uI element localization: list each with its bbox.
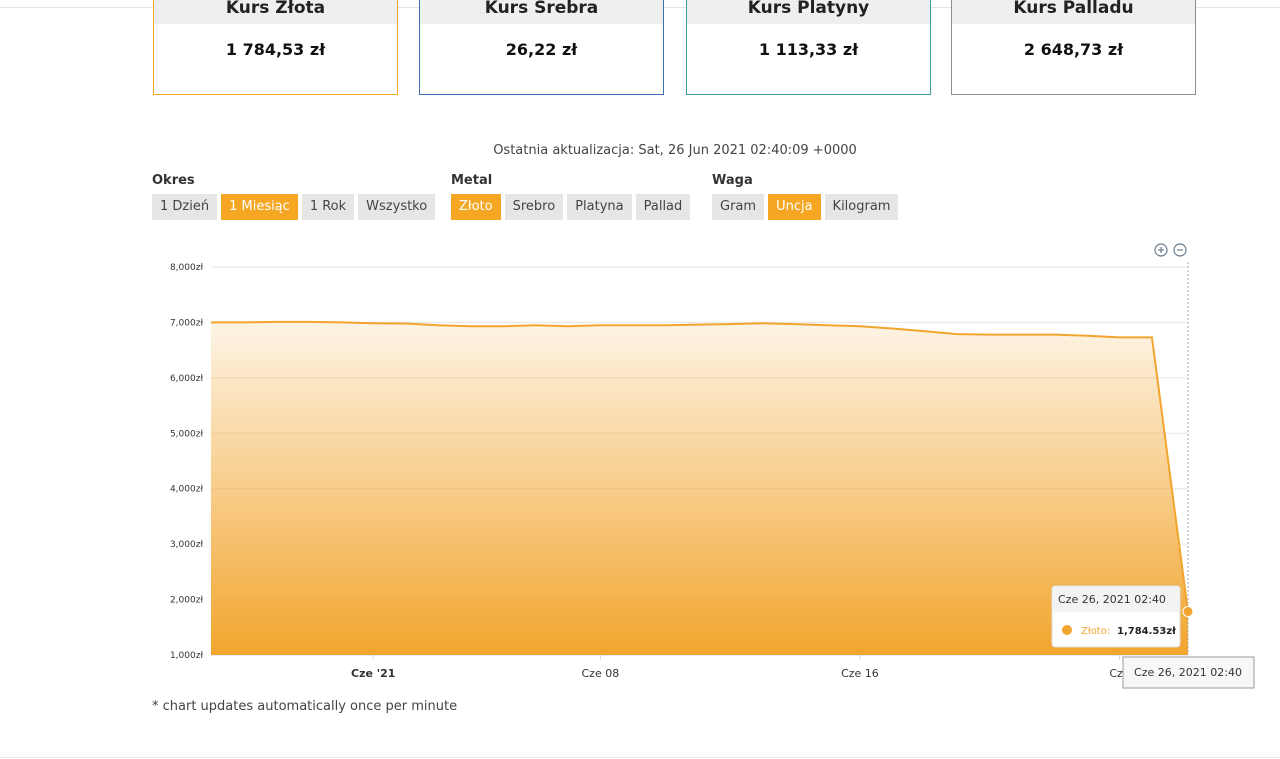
button-row: 1 Dzień 1 Miesiąc 1 Rok Wszystko (152, 194, 439, 220)
card-title: Kurs Platyny (687, 0, 930, 24)
price-card: Kurs Złota 1 784,53 zł (153, 0, 398, 95)
toggle-button[interactable]: 1 Dzień (152, 194, 218, 220)
tooltip-value: 1,784.53zł (1117, 626, 1176, 637)
card-title: Kurs Złota (154, 0, 397, 24)
divider (0, 757, 1280, 758)
toggle-button[interactable]: Wszystko (358, 194, 436, 220)
y-tick-label: 2,000zł (170, 596, 203, 606)
button-row: Złoto Srebro Platyna Pallad (451, 194, 694, 220)
y-tick-label: 6,000zł (170, 374, 203, 384)
last-update: Ostatnia aktualizacja: Sat, 26 Jun 2021 … (493, 143, 857, 158)
y-tick-label: 5,000zł (170, 429, 203, 439)
toggle-button[interactable]: Kilogram (824, 194, 899, 220)
group-label: Waga (712, 173, 753, 188)
tooltip-title: Cze 26, 2021 02:40 (1058, 593, 1166, 606)
card-value: 26,22 zł (505, 40, 578, 59)
tooltip: Cze 26, 2021 02:40 Złoto: 1,784.53zł (1051, 585, 1181, 648)
zoom-controls[interactable] (1154, 243, 1187, 257)
card-title: Kurs Palladu (952, 0, 1195, 24)
toggle-button[interactable]: Gram (712, 194, 765, 220)
x-tick-label: Cze '21 (351, 667, 395, 680)
toggle-button[interactable]: Platyna (567, 194, 632, 220)
crosshair-label-box (1122, 656, 1255, 689)
price-card: Kurs Platyny 1 113,33 zł (686, 0, 931, 95)
tooltip-series: Złoto: (1081, 626, 1110, 637)
price-card: Kurs Palladu 2 648,73 zł (951, 0, 1196, 95)
line (211, 320, 1189, 612)
price-card: Kurs Srebra 26,22 zł (419, 0, 664, 95)
card-value: 1 784,53 zł (225, 40, 326, 59)
button-group: Waga Gram Uncja Kilogram (712, 173, 902, 220)
card-value: 1 113,33 zł (758, 40, 859, 59)
card-value: 2 648,73 zł (1023, 40, 1124, 59)
toggle-button[interactable]: Złoto (451, 194, 501, 220)
card-title: Kurs Srebra (420, 0, 663, 24)
point (1182, 606, 1194, 618)
tooltip-marker (1062, 625, 1072, 635)
y-tick-label: 8,000zł (170, 263, 203, 273)
tooltip-header (1053, 587, 1179, 612)
y-tick-label: 4,000zł (170, 485, 203, 495)
toggle-button[interactable]: 1 Rok (301, 194, 355, 220)
group-label: Metal (451, 173, 493, 188)
button-row: Gram Uncja Kilogram (712, 194, 902, 220)
group-label: Okres (152, 173, 195, 188)
x-tick-label: Cze 08 (581, 667, 619, 680)
toggle-button[interactable]: Pallad (635, 194, 691, 220)
y-tick-label: 7,000zł (170, 318, 203, 328)
toggle-button[interactable]: 1 Miesiąc (221, 194, 298, 220)
button-group: Metal Złoto Srebro Platyna Pallad (451, 173, 694, 220)
toggle-button[interactable]: Srebro (504, 194, 564, 220)
button-group: Okres 1 Dzień 1 Miesiąc 1 Rok Wszystko (152, 173, 439, 220)
toggle-button[interactable]: Uncja (768, 194, 821, 220)
footnote: * chart updates automatically once per m… (152, 699, 458, 714)
y-tick-label: 1,000zł (170, 651, 203, 661)
y-tick-label: 3,000zł (170, 540, 203, 550)
x-tick-label: Cze 16 (841, 667, 879, 680)
crosshair-label: Cze 26, 2021 02:40 (1134, 666, 1242, 679)
area (211, 321, 1188, 655)
